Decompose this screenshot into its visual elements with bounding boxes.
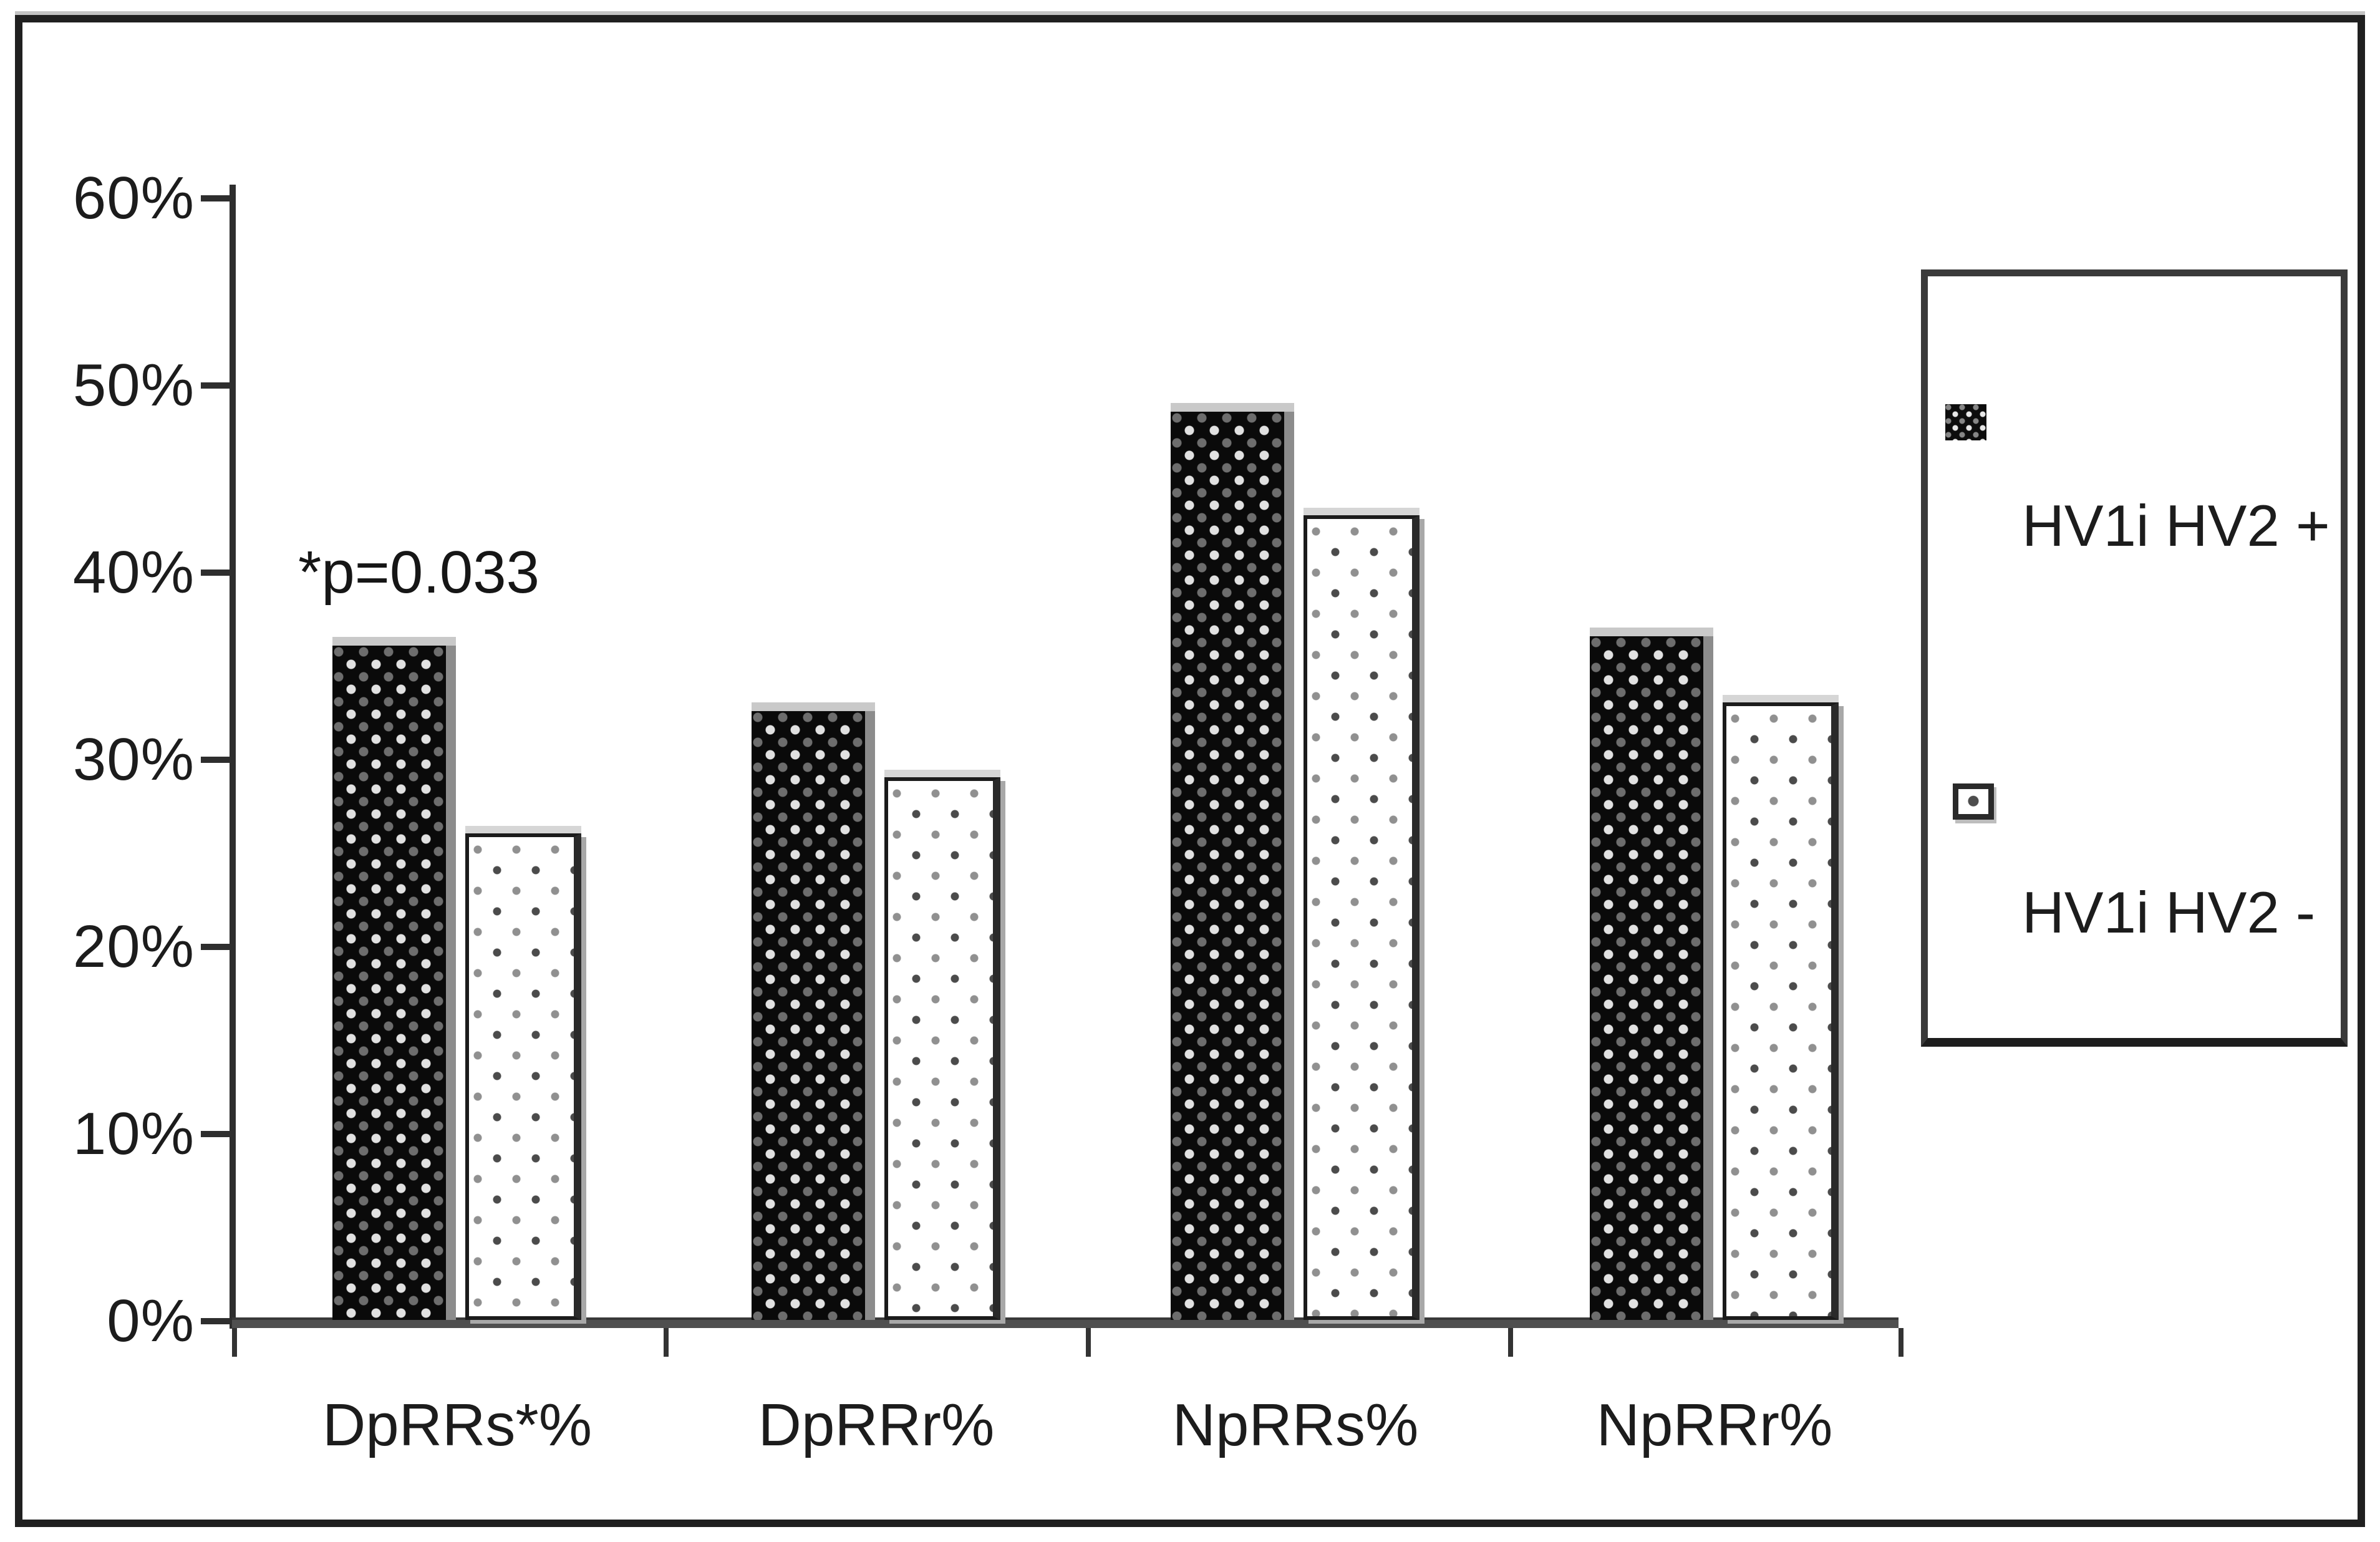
y-axis-tick-label: 60%	[72, 165, 195, 231]
y-axis-tick	[201, 1318, 230, 1324]
bar-hv1i-hv2-plus-dprrs	[332, 637, 456, 1320]
y-axis-tick	[201, 570, 230, 576]
legend-swatch-hv1i-hv2-plus	[1945, 404, 1986, 440]
y-axis-tick-label: 30%	[72, 726, 195, 793]
y-axis-tick-label: 20%	[72, 913, 195, 980]
x-axis-category-tick	[1899, 1328, 1904, 1357]
x-axis-category-tick	[664, 1328, 669, 1357]
x-axis-category-label: NpRRr%	[1596, 1392, 1833, 1458]
y-axis-tick-label: 50%	[72, 352, 195, 419]
x-axis-category-label: NpRRs%	[1172, 1392, 1419, 1458]
bar-hv1i-hv2-plus-nprrr	[1590, 628, 1713, 1320]
bar-hv1i-hv2-plus-nprrs	[1171, 403, 1294, 1320]
bar-hv1i-hv2-minus-nprrr	[1723, 702, 1839, 1320]
legend: HV1i HV2 + HV1i HV2 -	[1921, 269, 2348, 1047]
y-axis-line	[230, 185, 236, 1329]
y-axis-tick	[201, 757, 230, 763]
x-axis-category-label: DpRRs*%	[322, 1392, 593, 1458]
bar-hv1i-hv2-minus-dprrr	[884, 777, 1000, 1320]
legend-swatch-hv1i-hv2-minus	[1953, 783, 1994, 820]
x-axis-baseline	[232, 1320, 1899, 1328]
y-axis-tick	[201, 382, 230, 389]
y-axis-tick	[201, 195, 230, 201]
bar-hv1i-hv2-minus-nprrs	[1304, 515, 1420, 1320]
y-axis-tick-label: 10%	[72, 1100, 195, 1167]
y-axis-tick-label: 40%	[72, 539, 195, 606]
x-axis-category-label: DpRRr%	[758, 1392, 995, 1458]
legend-label-hv1i-hv2-minus: HV1i HV2 -	[2022, 880, 2316, 945]
legend-label-hv1i-hv2-plus: HV1i HV2 +	[2022, 493, 2330, 558]
bar-hv1i-hv2-plus-dprrr	[752, 702, 875, 1320]
p-value-annotation: *p=0.033	[298, 539, 540, 606]
x-axis-category-tick	[1086, 1328, 1091, 1357]
y-axis-tick	[201, 944, 230, 950]
x-axis-category-tick	[1508, 1328, 1513, 1357]
x-axis-category-tick	[232, 1328, 237, 1357]
y-axis-tick-label: 0%	[107, 1287, 195, 1354]
y-axis-tick	[201, 1131, 230, 1137]
bar-hv1i-hv2-minus-dprrs	[465, 833, 581, 1320]
